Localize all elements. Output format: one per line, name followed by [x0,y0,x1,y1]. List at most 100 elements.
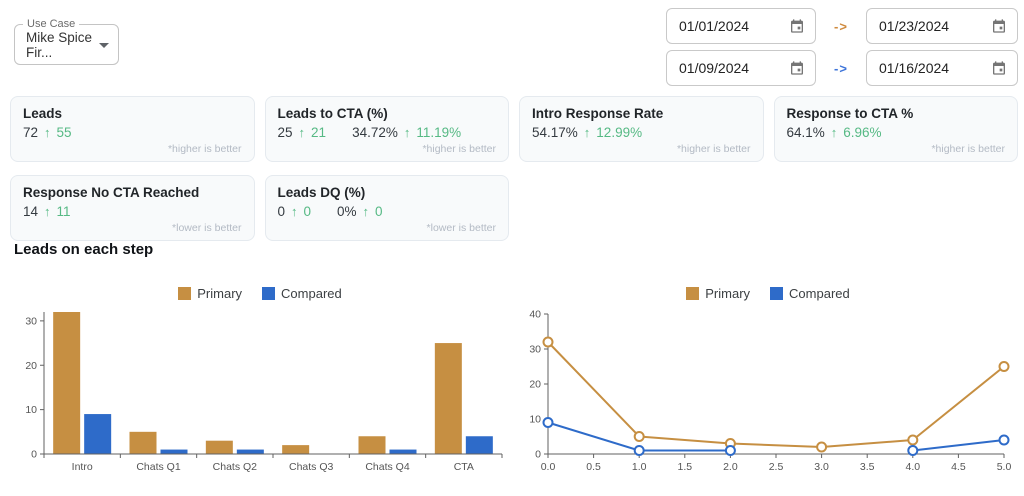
up-arrow-icon: ↑ [44,125,51,140]
date-range-filters: 01/01/2024 -> 01/23/2024 01/09/2024 -> 0… [666,8,1018,92]
metric-delta: 0 [375,204,383,219]
metric-value: 34.72% [352,125,398,140]
svg-text:Chats Q3: Chats Q3 [289,461,334,473]
svg-text:Chats Q1: Chats Q1 [136,461,181,473]
metric-title: Response to CTA % [786,106,914,121]
metric-footnote: *higher is better [931,143,1005,155]
metric-values: 14 ↑ 11 [23,204,242,219]
svg-text:3.5: 3.5 [860,461,875,473]
line-chart-legend: Primary Compared [518,283,1018,303]
bar-chart-legend: Primary Compared [10,283,510,303]
metric-values: 25 ↑ 21 34.72% ↑ 11.19% [278,125,497,140]
svg-text:4.0: 4.0 [905,461,920,473]
metric-value-group: 0 ↑ 0 [278,204,312,219]
range-arrow: -> [834,60,848,76]
legend-swatch-icon [686,286,700,300]
svg-text:0.0: 0.0 [541,461,556,473]
svg-text:20: 20 [529,379,541,391]
metric-value-group: 14 ↑ 11 [23,204,71,219]
primary-start-date-input[interactable]: 01/01/2024 [666,8,816,44]
up-arrow-icon: ↑ [830,125,838,140]
section-title: Leads on each step [14,241,154,258]
svg-text:10: 10 [25,404,37,416]
legend-item-primary: Primary [686,286,750,301]
up-arrow-icon: ↑ [403,125,411,140]
calendar-icon[interactable] [991,18,1007,34]
metric-value-group: 0% ↑ 0 [337,204,383,219]
svg-text:2.5: 2.5 [769,461,784,473]
svg-text:0.5: 0.5 [586,461,601,473]
metric-values: 72 ↑ 55 [23,125,242,140]
svg-text:Chats Q2: Chats Q2 [213,461,258,473]
up-arrow-icon: ↑ [362,204,370,219]
metric-card: Leads 72 ↑ 55 *higher is better [10,96,255,162]
line-chart-panel: Primary Compared 0 10 20 30 40 0.0 0.5 1.0 1.5 2.0… [518,283,1018,483]
svg-text:0: 0 [535,449,541,461]
metric-footnote: *higher is better [422,143,496,155]
metric-delta: 6.96% [843,125,882,140]
metric-card: Leads to CTA (%) 25 ↑ 21 34.72% ↑ 11.19% *hig… [264,96,509,162]
svg-text:3.0: 3.0 [814,461,829,473]
metrics-grid: Leads 72 ↑ 55 *higher is better Leads to C… [10,96,1018,241]
metric-footnote: *higher is better [676,143,751,155]
svg-text:10: 10 [529,414,541,426]
up-arrow-icon: ↑ [44,204,51,219]
svg-text:CTA: CTA [454,461,474,473]
metric-delta: 0 [303,204,312,219]
svg-text:30: 30 [529,344,541,356]
compared-start-date-input[interactable]: 01/09/2024 [666,50,816,86]
metric-value-group: 72 ↑ 55 [23,125,72,140]
bar-chart-panel: Primary Compared 0 10 20 30 Intro Chats Q1 Chat… [10,283,510,483]
svg-text:2.0: 2.0 [723,461,738,473]
use-case-label: Use Case [23,17,80,31]
legend-item-compared: Compared [262,286,342,301]
charts-row: Primary Compared 0 10 20 30 Intro Chats Q1 Chat… [10,283,1018,483]
legend-label: Compared [789,285,850,301]
legend-swatch-icon [262,286,276,300]
calendar-icon[interactable] [789,18,805,34]
primary-date-range-row: 01/01/2024 -> 01/23/2024 [666,8,1018,44]
metric-card: Intro Response Rate 54.17% ↑ 12.99% *highe… [519,96,764,162]
svg-text:30: 30 [25,315,37,327]
use-case-select[interactable]: Use Case Mike Spice Fir... [14,17,119,65]
range-arrow: -> [834,18,848,34]
compared-end-date-input[interactable]: 01/16/2024 [866,50,1018,86]
compared-start-date-value: 01/09/2024 [679,60,750,76]
calendar-icon[interactable] [991,60,1007,76]
primary-end-date-input[interactable]: 01/23/2024 [866,8,1018,44]
svg-text:20: 20 [25,360,37,372]
legend-item-primary: Primary [178,286,242,301]
metric-values: 64.1% ↑ 6.96% [787,125,1006,140]
metric-delta: 12.99% [596,125,643,140]
legend-swatch-icon [178,286,192,300]
leads-bar-chart[interactable]: 0 10 20 30 Intro Chats Q1 Chats Q2 Chats Q3 Chat… [10,306,510,478]
metric-delta: 21 [311,125,327,140]
legend-swatch-icon [770,286,784,300]
metric-value-group: 34.72% ↑ 11.19% [352,125,461,140]
up-arrow-icon: ↑ [291,204,298,219]
metric-value: 25 [277,125,293,140]
metric-value-group: 64.1% ↑ 6.96% [787,125,882,140]
metric-value-group: 54.17% ↑ 12.99% [532,125,642,140]
metric-value: 0% [337,204,357,219]
svg-text:40: 40 [529,309,541,321]
svg-text:1.0: 1.0 [632,461,647,473]
calendar-icon[interactable] [789,60,805,76]
metric-title: Response No CTA Reached [23,185,200,200]
legend-label: Primary [197,285,243,301]
chevron-down-icon [99,43,109,48]
legend-label: Primary [705,285,751,301]
legend-label: Compared [281,285,342,301]
metric-title: Leads [23,106,63,121]
svg-text:0: 0 [31,449,37,461]
legend-item-compared: Compared [770,286,850,301]
leads-line-chart[interactable]: 0 10 20 30 40 0.0 0.5 1.0 1.5 2.0 2.5 3.0 3.5 4.0 4.5 5… [518,306,1018,478]
metric-card: Leads DQ (%) 0 ↑ 0 0% ↑ 0 *lower is better [264,175,509,241]
compared-date-range-row: 01/09/2024 -> 01/16/2024 [666,50,1018,86]
metric-card: Response No CTA Reached 14 ↑ 11 *lower is … [10,175,255,241]
metric-card: Response to CTA % 64.1% ↑ 6.96% *higher is… [773,96,1018,162]
use-case-value: Mike Spice Fir... [26,29,93,60]
svg-text:4.5: 4.5 [951,461,966,473]
metric-footnote: *higher is better [167,143,242,155]
svg-text:Chats Q4: Chats Q4 [365,461,410,473]
